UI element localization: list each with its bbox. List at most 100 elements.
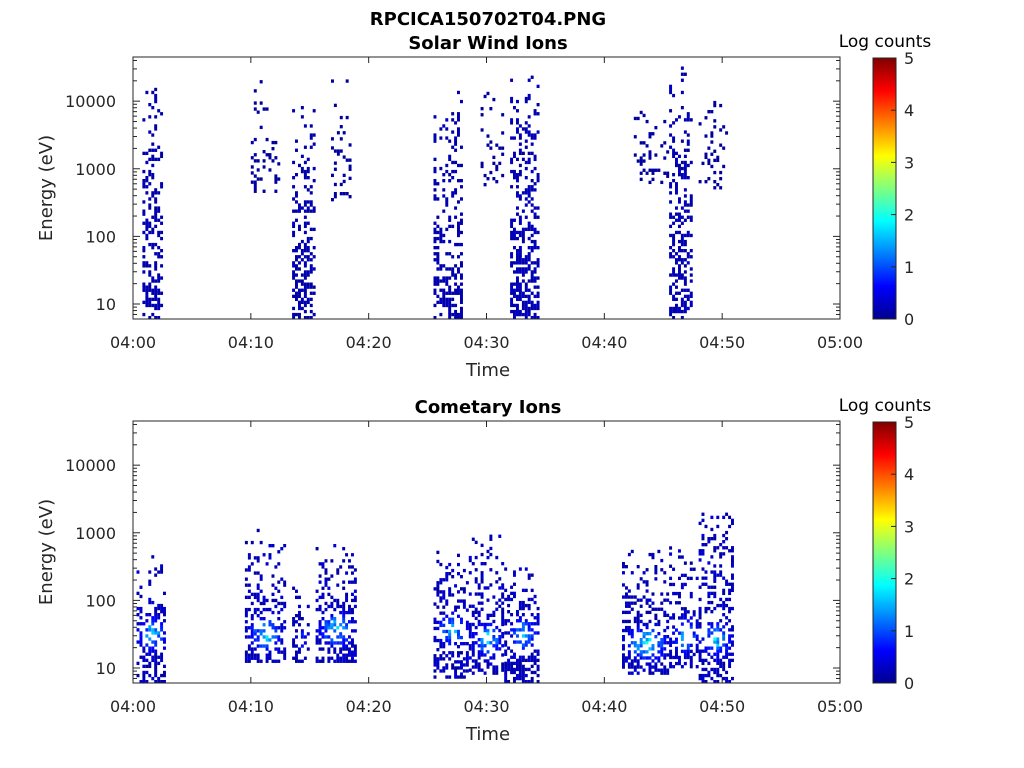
spectrogram-cell: [321, 617, 325, 621]
spectrogram-cell: [142, 246, 146, 250]
spectrogram-cell: [516, 676, 519, 681]
spectrogram-cell: [660, 653, 664, 657]
spectrogram-cell: [345, 553, 349, 557]
spectrogram-cell: [625, 619, 628, 624]
spectrogram-cell: [295, 620, 298, 624]
spectrogram-cell: [627, 625, 631, 630]
spectrogram-cell: [510, 230, 514, 235]
spectrogram-cell: [439, 267, 443, 271]
spectrogram-cell: [342, 626, 346, 630]
spectrogram-cell: [680, 303, 684, 308]
spectrogram-cell: [680, 242, 684, 247]
spectrogram-cell: [157, 233, 161, 238]
y-tick-label: 10: [96, 659, 116, 678]
spectrogram-cell: [536, 215, 540, 219]
spectrogram-cell: [689, 267, 693, 271]
spectrogram-cell: [142, 658, 146, 663]
spectrogram-cell: [477, 586, 481, 590]
spectrogram-cell: [454, 276, 458, 280]
spectrogram-cell: [686, 297, 690, 302]
spectrogram-cell: [445, 572, 449, 576]
spectrogram-cell: [701, 549, 705, 553]
spectrogram-cell: [480, 647, 484, 651]
spectrogram-cell: [136, 570, 140, 574]
spectrogram-cell: [151, 242, 155, 247]
spectrogram-cell: [669, 312, 673, 317]
spectrogram-cell: [722, 625, 726, 629]
spectrogram-cell: [295, 650, 298, 654]
spectrogram-cell: [639, 177, 643, 182]
spectrogram-cell: [625, 601, 628, 605]
spectrogram-cell: [524, 227, 528, 232]
spectrogram-cell: [351, 617, 354, 621]
spectrogram-cell: [259, 629, 263, 633]
spectrogram-cell: [277, 638, 281, 642]
spectrogram-cell: [516, 121, 519, 125]
spectrogram-cell: [436, 626, 440, 631]
spectrogram-cell: [460, 212, 463, 216]
spectrogram-cell: [439, 599, 443, 603]
colorbar-tick-label: 2: [904, 206, 914, 225]
spectrogram-cell: [292, 261, 296, 265]
spectrogram-cell: [457, 316, 460, 320]
spectrogram-cell: [433, 288, 437, 292]
spectrogram-cell: [680, 665, 684, 669]
spectrogram-cell: [713, 564, 717, 568]
spectrogram-cell: [704, 570, 708, 574]
spectrogram-cell: [139, 655, 143, 659]
spectrogram-cell: [695, 634, 699, 638]
spectrogram-cell: [460, 663, 463, 667]
spectrogram-cell: [518, 233, 522, 238]
spectrogram-cell: [265, 153, 269, 157]
spectrogram-cell: [516, 658, 519, 663]
spectrogram-cell: [460, 642, 463, 646]
spectrogram-cell: [513, 294, 516, 299]
spectrogram-cell: [492, 161, 496, 166]
spectrogram-cell: [633, 153, 637, 157]
spectrogram-cell: [259, 659, 263, 663]
spectrogram-cell: [530, 142, 534, 146]
spectrogram-cell: [627, 595, 631, 599]
spectrogram-cell: [507, 619, 511, 623]
spectrogram-cell: [536, 294, 540, 299]
spectrogram-cell: [704, 180, 708, 184]
spectrogram-cell: [250, 156, 254, 160]
spectrogram-cell: [448, 590, 452, 594]
spectrogram-cell: [309, 200, 313, 204]
spectrogram-cell: [256, 598, 260, 603]
spectrogram-cell: [495, 580, 499, 584]
spectrogram-cell: [253, 180, 257, 184]
spectrogram-cell: [454, 160, 458, 165]
spectrogram-cell: [324, 635, 328, 639]
spectrogram-cell: [675, 206, 678, 210]
spectrogram-cell: [689, 197, 693, 201]
spectrogram-cell: [139, 634, 143, 638]
spectrogram-cell: [527, 124, 531, 128]
spectrogram-cell: [513, 106, 516, 110]
y-tick-label: 1000: [75, 160, 116, 179]
spectrogram-cell: [636, 625, 640, 630]
spectrogram-cell: [728, 664, 732, 669]
spectrogram-cell: [445, 118, 449, 122]
spectrogram-cell: [689, 625, 693, 629]
spectrogram-cell: [303, 294, 307, 299]
spectrogram-cell: [336, 131, 340, 135]
spectrogram-cell: [680, 261, 684, 265]
spectrogram-cell: [154, 252, 158, 256]
spectrogram-cell: [524, 282, 528, 286]
spectrogram-cell: [300, 306, 304, 311]
spectrogram-cell: [433, 663, 437, 667]
spectrogram-cell: [672, 249, 676, 253]
spectrogram-cell: [672, 121, 676, 125]
spectrogram-cell: [666, 671, 670, 675]
spectrogram-cell: [678, 270, 681, 274]
spectrogram-cell: [253, 101, 257, 105]
spectrogram-cell: [445, 575, 449, 579]
spectrogram-cell: [660, 568, 664, 572]
spectrogram-cell: [689, 661, 693, 666]
spectrogram-cell: [622, 565, 625, 569]
spectrogram-cell: [442, 629, 446, 634]
spectrogram-cell: [521, 600, 525, 605]
spectrogram-cell: [445, 127, 449, 131]
spectrogram-cell: [250, 623, 254, 627]
